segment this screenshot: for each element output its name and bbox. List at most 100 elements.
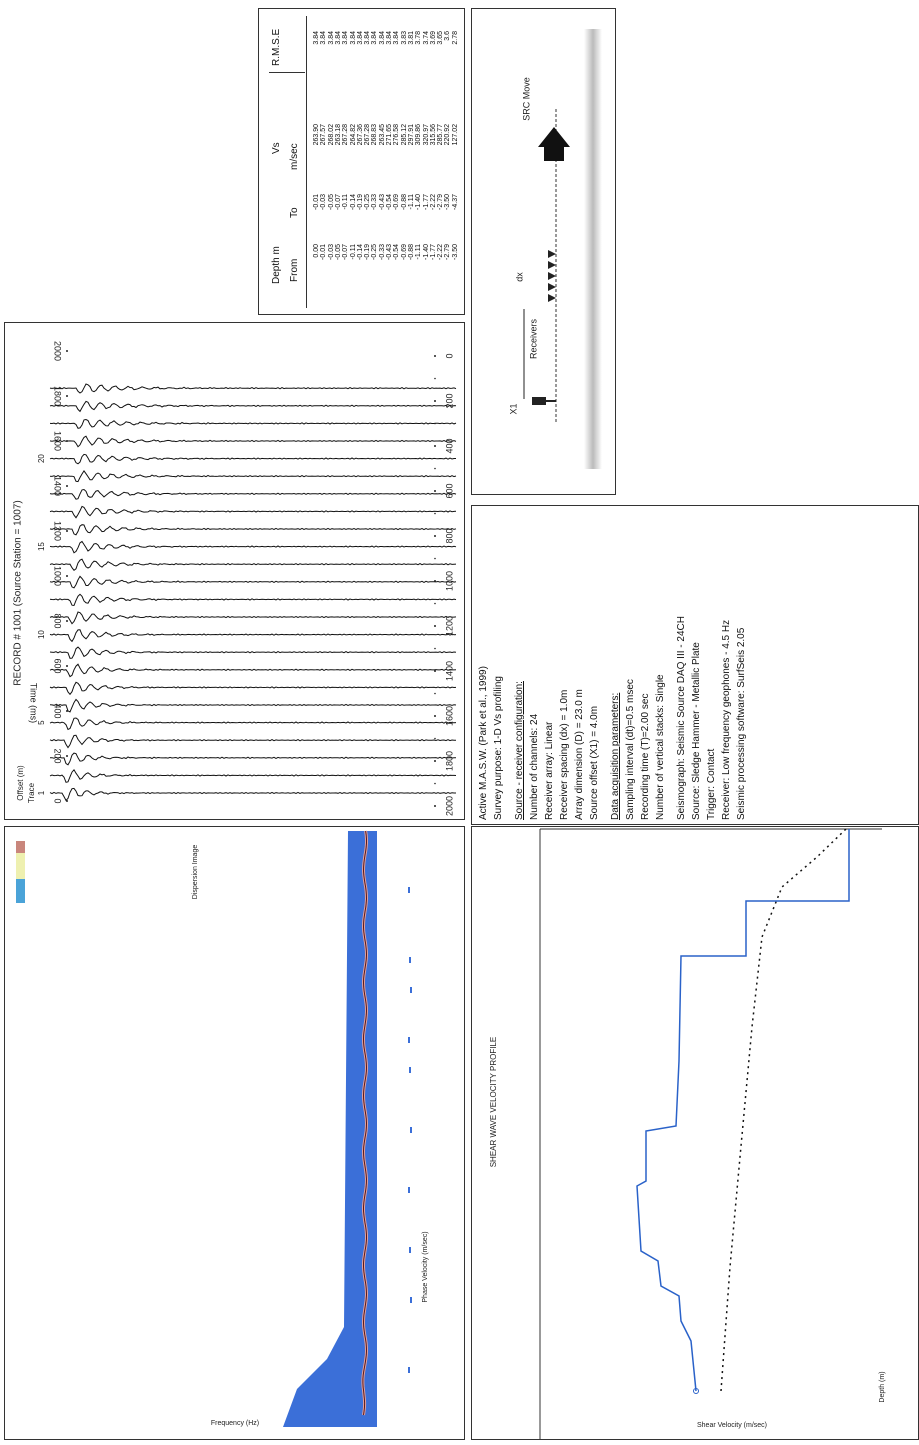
tick-dot [434, 647, 436, 650]
pick-mark [409, 1067, 411, 1073]
tick-dot [66, 665, 68, 667]
trace [49, 593, 457, 607]
tick-dot [434, 557, 436, 560]
table-cell: 267.57 [320, 124, 328, 146]
dispersion-core [362, 830, 368, 1416]
table-cell: -4.37 [451, 194, 459, 210]
legend-swatch [16, 853, 25, 879]
table-cell: 297.91 [407, 124, 415, 146]
parameters-heading: Source - receiver configuration: [514, 681, 525, 820]
offset-label: Offset (m) [16, 765, 25, 801]
receivers-label: Receivers [528, 318, 538, 359]
tick-dot [434, 535, 436, 537]
tick-dot [66, 755, 68, 757]
trace [49, 524, 457, 536]
table-cell: -0.69 [393, 194, 401, 210]
table-cell: 3.84 [378, 31, 386, 45]
table-cell: 320.97 [422, 124, 430, 146]
table-cell: 267.36 [356, 124, 364, 146]
parameters-line: Survey purpose: 1-D Vs profiling [493, 676, 504, 820]
table-cell: -0.25 [364, 194, 372, 210]
pick-mark [408, 1187, 410, 1193]
table-cell: -0.33 [378, 244, 386, 260]
table-cell: -0.19 [356, 194, 364, 210]
time-tick-label: 1800 [444, 751, 454, 771]
trace [49, 505, 457, 519]
table-header: Vs [271, 142, 282, 154]
table-cell: -0.43 [378, 194, 386, 210]
table-cell: -0.43 [386, 244, 393, 260]
trace [49, 663, 457, 678]
parameters-line: Seismic processing software: SurfSeis 2.… [736, 627, 747, 820]
trace [49, 470, 457, 483]
time-tick-label: 1000 [53, 566, 63, 586]
pick-mark [408, 887, 410, 893]
trace [49, 400, 457, 413]
table-cell: -2.22 [429, 194, 437, 210]
tick-dot [434, 760, 436, 762]
drawing: X1 dx Receivers SRC Move [508, 29, 602, 469]
table-cell: 3.83 [400, 31, 408, 45]
receiver [548, 294, 556, 302]
tick-dot [434, 670, 436, 672]
dispersion-band [283, 831, 377, 1427]
table-cell: 3.78 [415, 31, 423, 45]
rule [306, 16, 307, 308]
table-cell: -1.40 [422, 244, 430, 260]
tick-dot [434, 467, 436, 470]
layout-diagram-panel: X1 dx Receivers SRC Move [471, 8, 616, 495]
table-cell: -3.50 [444, 194, 452, 210]
table-cell: -1.11 [407, 194, 415, 210]
time-tick-label: 800 [53, 613, 63, 628]
x1-label: X1 [508, 403, 518, 414]
time-tick-label: 2000 [444, 796, 454, 816]
tick-dot [66, 800, 68, 802]
drawing: Dispersion Image Phase Velocity (m/sec) Fr… [16, 830, 429, 1427]
parameters-line: Receiver spacing (dx) = 1.0m [559, 689, 570, 820]
tick-dot [434, 355, 436, 357]
table-cell: 3.81 [407, 31, 415, 45]
trace [49, 558, 457, 571]
table-cell: -3.50 [451, 244, 459, 260]
src-move-label: SRC Move [521, 77, 531, 121]
dispersion-panel: Dispersion Image Phase Velocity (m/sec) Fr… [4, 826, 465, 1440]
time-tick-label: 0 [53, 798, 63, 803]
trace [49, 698, 457, 713]
tick-dot [66, 575, 68, 577]
tick-dot [434, 715, 436, 717]
profile-start [693, 1388, 699, 1394]
table-cell: -0.05 [327, 194, 335, 210]
table-cell: -1.40 [415, 194, 423, 210]
tick-dot [434, 602, 436, 605]
trace [49, 629, 457, 643]
table-cell: -0.01 [320, 244, 328, 260]
trace [49, 787, 456, 802]
table-cell: -1.77 [429, 244, 437, 260]
parameters-line: Seismograph: Seismic Source DAQ III - 24… [676, 616, 687, 820]
tick-dot [434, 512, 436, 515]
trace-number: 5 [37, 720, 46, 725]
table-cell: -0.01 [313, 194, 320, 210]
parameters-line: Receiver array: Linear [544, 721, 555, 820]
table-cell: -1.77 [422, 194, 430, 210]
table-cell: 267.28 [342, 124, 350, 146]
time-tick-label: 2000 [53, 341, 63, 361]
trace-number: 20 [37, 454, 46, 463]
time-tick-label: 1600 [53, 431, 63, 451]
table-cell: -0.07 [342, 244, 350, 260]
pick-mark [409, 1247, 411, 1253]
parameters-line: Active M.A.S.W. (Park et al., 1999) [478, 666, 489, 820]
parameters-panel: Active M.A.S.W. (Park et al., 1999) Surve… [471, 505, 919, 825]
tick-dot [66, 485, 68, 487]
table-cell: 3.84 [327, 31, 335, 45]
time-tick-label: 600 [53, 658, 63, 673]
dispersion-title: Dispersion Image [192, 845, 199, 900]
pick-mark [408, 1367, 410, 1373]
trace [49, 418, 457, 429]
dispersion-x-label: Frequency (Hz) [211, 1420, 259, 1427]
table-cell: 263.90 [313, 124, 320, 146]
parameters-line: Array dimension (D) = 23.0 m [574, 689, 585, 820]
table-cell: 268.83 [371, 124, 379, 146]
depth-table: Depth m From To Vs m/sec R.M.S.E 0.00 -0.01 263.… [259, 9, 464, 314]
tick-dot [434, 692, 436, 695]
